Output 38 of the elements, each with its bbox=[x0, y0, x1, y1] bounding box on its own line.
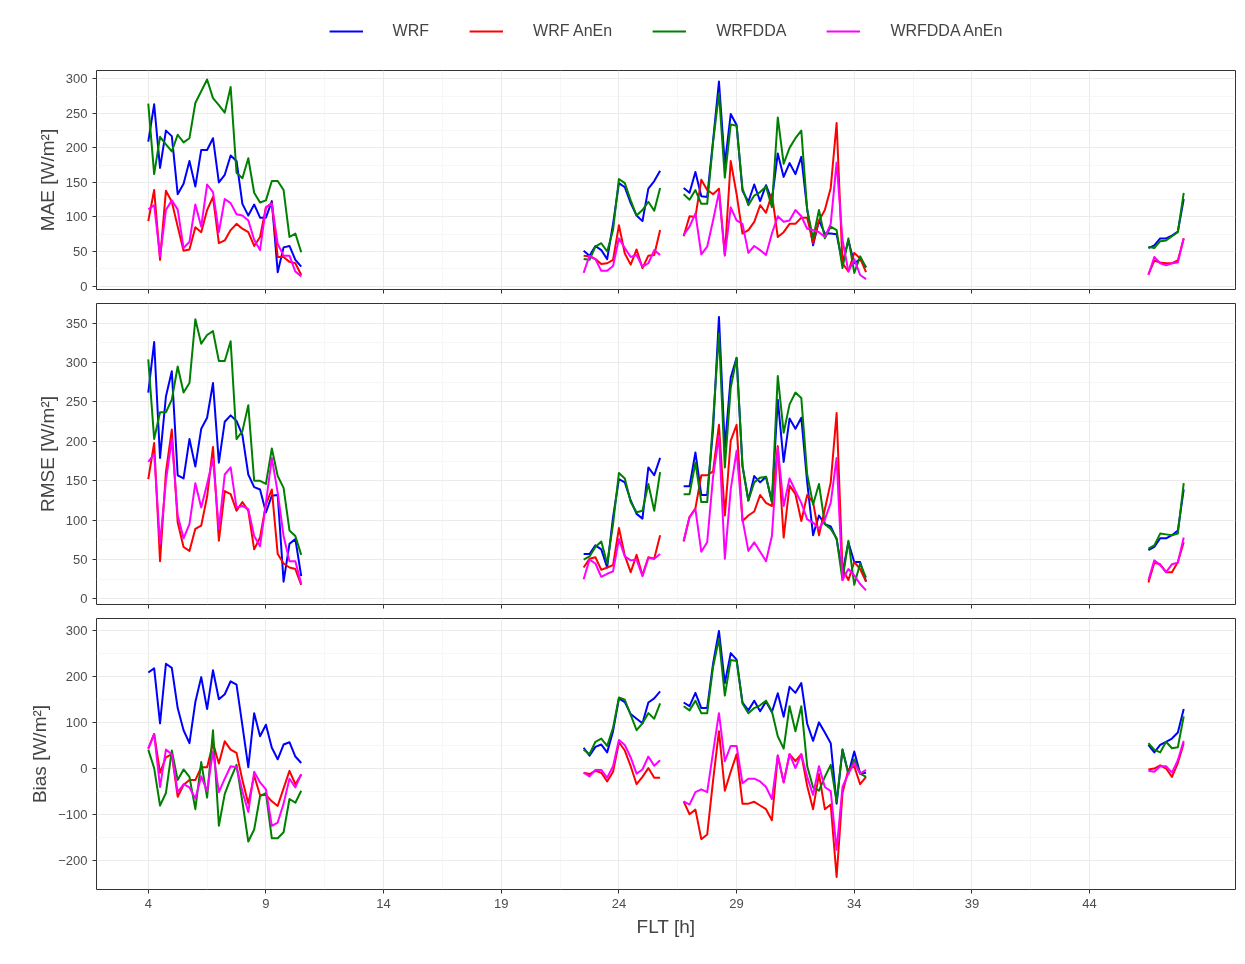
y-tick-label: 200 bbox=[65, 140, 88, 156]
y-tick-label: 50 bbox=[73, 552, 88, 568]
x-tick-label: 29 bbox=[729, 895, 744, 911]
y-tick-label: 300 bbox=[65, 622, 88, 638]
y-axis-title: MAE [W/m²] bbox=[36, 128, 58, 232]
x-tick-label: 9 bbox=[262, 895, 270, 911]
x-tick-label: 39 bbox=[964, 895, 980, 911]
y-axis-title: Bias [W/m²] bbox=[29, 704, 51, 804]
legend-label: WRF bbox=[392, 22, 430, 40]
x-tick-label: 14 bbox=[376, 895, 391, 911]
x-tick-label: 24 bbox=[611, 895, 627, 911]
y-axis-title: RMSE [W/m²] bbox=[36, 395, 58, 513]
legend-label: WRFDDA bbox=[716, 22, 787, 40]
x-tick-label: 44 bbox=[1082, 895, 1097, 911]
legend-label: WRF AnEn bbox=[533, 22, 613, 40]
y-tick-label: −200 bbox=[58, 853, 88, 869]
y-tick-label: 300 bbox=[65, 355, 88, 371]
x-tick-label: 34 bbox=[847, 895, 862, 911]
y-tick-label: 150 bbox=[65, 174, 88, 190]
y-tick-label: 0 bbox=[80, 278, 88, 294]
y-tick-label: 250 bbox=[65, 394, 88, 410]
y-tick-label: 0 bbox=[80, 761, 88, 777]
y-tick-label: 300 bbox=[65, 71, 88, 87]
y-tick-label: 350 bbox=[65, 315, 88, 331]
x-axis-title: FLT [h] bbox=[636, 915, 696, 937]
y-tick-label: 250 bbox=[65, 105, 88, 121]
y-tick-label: 0 bbox=[80, 591, 88, 607]
y-tick-label: 100 bbox=[65, 209, 88, 225]
y-tick-label: 200 bbox=[65, 668, 88, 684]
y-tick-label: 150 bbox=[65, 473, 88, 489]
y-tick-label: 100 bbox=[65, 512, 88, 528]
x-tick-label: 4 bbox=[144, 895, 152, 911]
x-tick-label: 19 bbox=[494, 895, 509, 911]
y-tick-label: −100 bbox=[58, 807, 88, 823]
y-tick-label: 50 bbox=[73, 244, 88, 259]
y-tick-label: 100 bbox=[65, 714, 88, 730]
legend-label: WRFDDA AnEn bbox=[890, 22, 1003, 40]
y-tick-label: 200 bbox=[65, 433, 88, 449]
